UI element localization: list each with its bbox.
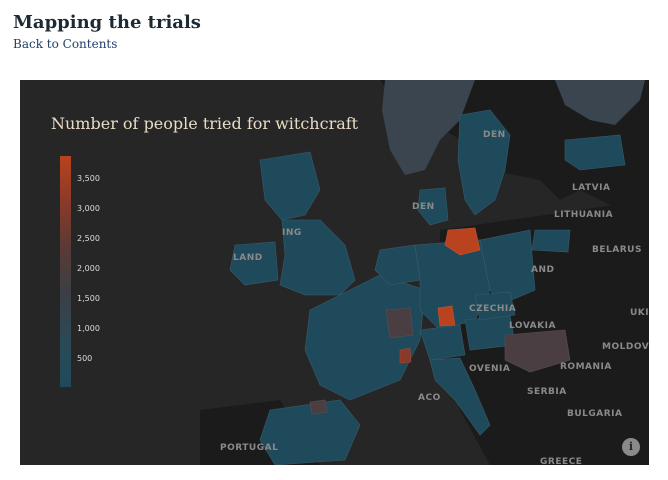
colorbar-tick-3000: 3,000 — [77, 204, 100, 213]
label-latvia: LATVIA — [572, 183, 611, 193]
region-denmark — [417, 187, 449, 226]
colorbar-tick-2000: 2,000 — [77, 264, 100, 273]
region-norway — [382, 80, 475, 175]
map-title: Number of people tried for witchcraft — [51, 114, 359, 133]
colorbar-tick-3500: 3,500 — [77, 174, 100, 183]
page-title: Mapping the trials — [13, 12, 201, 33]
label-romania: ROMANIA — [560, 362, 612, 372]
region-pomerania — [444, 227, 481, 256]
label-belarus: BELARUS — [592, 245, 642, 255]
region-sweden — [457, 109, 511, 216]
region-scotland — [259, 151, 321, 221]
region-spain — [259, 399, 361, 465]
label-slovakia: LOVAKIA — [509, 321, 556, 331]
witchcraft-map[interactable]: Number of people tried for witchcraft 3,… — [20, 80, 649, 465]
region-finland — [555, 80, 645, 125]
label-ireland: LAND — [233, 253, 263, 263]
region-italy — [429, 357, 491, 436]
colorbar — [60, 156, 71, 387]
region-low-countries — [374, 244, 421, 286]
colorbar-tick-1000: 1,000 — [77, 324, 100, 333]
label-ukraine: UKI — [630, 308, 649, 318]
region-basque — [309, 399, 328, 415]
region-bavaria — [437, 305, 456, 327]
label-bulgaria: BULGARIA — [567, 409, 623, 419]
region-switzerland — [419, 324, 466, 361]
info-icon[interactable]: i — [622, 438, 640, 456]
region-ireland — [229, 241, 279, 286]
region-hungary — [504, 329, 571, 373]
region-latvia-small — [531, 229, 571, 253]
colorbar-tick-500: 500 — [77, 354, 93, 363]
colorbar-tick-2500: 2,500 — [77, 234, 100, 243]
label-greece: GREECE — [540, 457, 583, 465]
region-savoy — [399, 347, 412, 364]
back-to-contents-link[interactable]: Back to Contents — [13, 37, 118, 51]
label-czechia: CZECHIA — [469, 304, 517, 314]
region-czechia — [474, 291, 516, 321]
label-monaco: ACO — [418, 393, 441, 403]
colorbar-tick-1500: 1,500 — [77, 294, 100, 303]
label-moldova: MOLDOV — [602, 342, 649, 352]
region-poland — [479, 229, 536, 306]
label-portugal: PORTUGAL — [220, 443, 279, 453]
map-canvas — [200, 80, 649, 465]
region-estonia — [564, 134, 626, 171]
label-poland: AND — [531, 265, 555, 275]
label-serbia: SERBIA — [527, 387, 567, 397]
label-lithuania: LITHUANIA — [554, 210, 614, 220]
label-kingdom: ING — [282, 228, 302, 238]
label-denmark: DEN — [412, 202, 435, 212]
label-sweden: DEN — [483, 130, 506, 140]
region-lorraine — [385, 307, 414, 339]
label-slovenia: OVENIA — [469, 364, 511, 374]
